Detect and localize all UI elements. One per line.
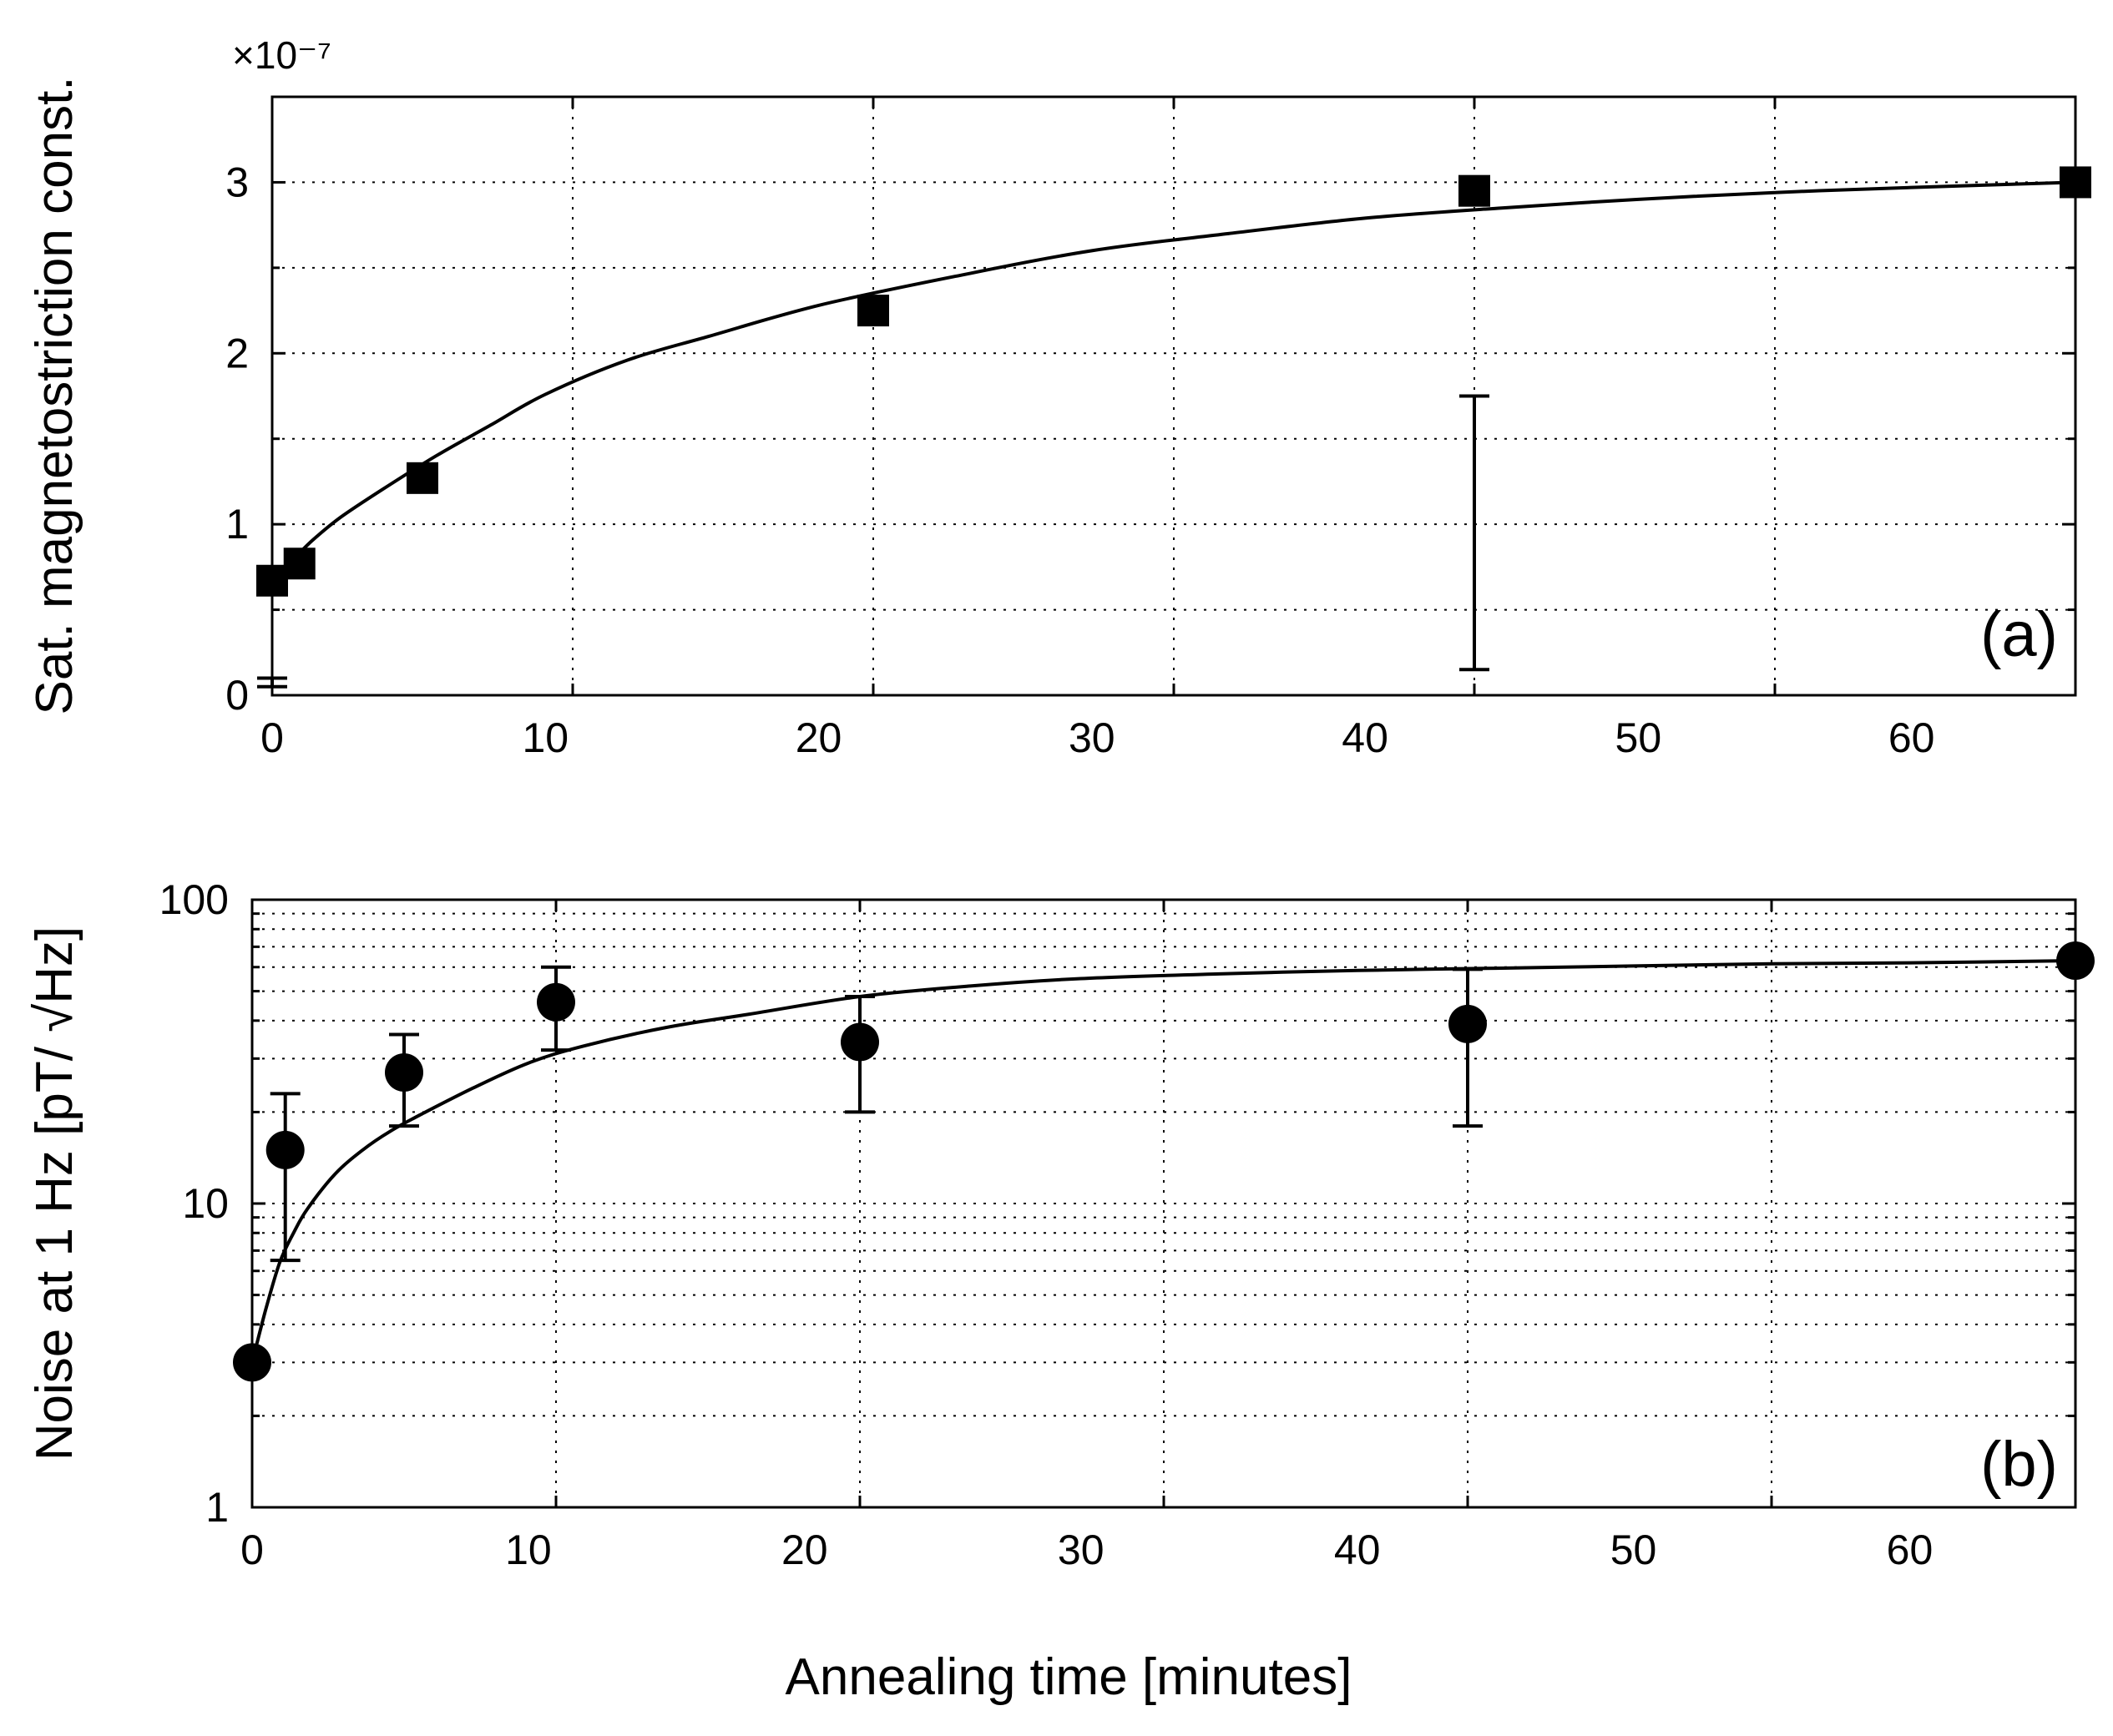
- gridlines-a: [271, 97, 2076, 696]
- data-point-circle: [1448, 1004, 1487, 1043]
- data-point-square: [857, 295, 889, 327]
- y-tick-label: 100: [159, 876, 229, 923]
- y-tick-label: 3: [225, 159, 249, 205]
- y-axis-title-a: Sat. magnetostriction const.: [26, 76, 83, 714]
- x-tick-label: 40: [1342, 714, 1388, 761]
- panel-a: 0 10 20 30 40 50 60 0 1 2 3 ×10⁻⁷ (a) Sat. magnet…: [26, 33, 2091, 761]
- x-tick-label: 50: [1610, 1527, 1657, 1573]
- x-tick-label: 60: [1888, 714, 1935, 761]
- y-tick-labels-b: 1 10 100: [159, 876, 229, 1531]
- data-point-circle: [537, 982, 575, 1022]
- y-tick-label: 2: [225, 330, 249, 376]
- fit-curve-a: [292, 180, 2076, 560]
- x-tick-label: 20: [781, 1527, 828, 1573]
- fit-curve-b: [250, 959, 2076, 1363]
- data-point-square: [1458, 174, 1490, 207]
- gridlines-b: [251, 900, 2076, 1507]
- x-tick-label: 30: [1058, 1527, 1105, 1573]
- x-axis-title: Annealing time [minutes]: [786, 1648, 1352, 1706]
- y-tick-label: 1: [205, 1484, 229, 1531]
- y-tick-label: 0: [225, 672, 249, 719]
- data-point-circle: [385, 1052, 423, 1092]
- fit-curve-line: [292, 180, 2076, 560]
- y-tick-labels-a: 0 1 2 3: [225, 159, 249, 719]
- y-axis-title-b: Noise at 1 Hz [pT/ √Hz]: [26, 926, 83, 1461]
- data-point-square: [407, 462, 438, 494]
- data-points-a: [256, 166, 2091, 597]
- x-tick-label: 0: [260, 714, 284, 761]
- x-tick-label: 40: [1334, 1527, 1381, 1573]
- axis-ticks-a: [270, 97, 2077, 697]
- data-point-circle: [841, 1022, 879, 1062]
- x-tick-label: 20: [796, 714, 842, 761]
- x-tick-label: 60: [1887, 1527, 1934, 1573]
- fit-curve-line: [250, 959, 2076, 1363]
- x-tick-label: 50: [1615, 714, 1662, 761]
- x-tick-labels-b: 0 10 20 30 40 50 60: [240, 1527, 1933, 1573]
- y-tick-label: 1: [225, 501, 249, 548]
- x-tick-label: 0: [240, 1527, 264, 1573]
- x-tick-label: 30: [1069, 714, 1115, 761]
- error-bars-b: [270, 965, 1483, 1263]
- data-point-square: [283, 548, 316, 580]
- axis-ticks-b: [250, 898, 2077, 1509]
- panel-label-b: (b): [1980, 1429, 2058, 1500]
- data-point-circle: [265, 1130, 305, 1169]
- panel-label-a: (a): [1980, 599, 2058, 670]
- x-tick-label: 10: [522, 714, 569, 761]
- y-scale-exponent: ×10⁻⁷: [232, 33, 331, 77]
- x-tick-labels-a: 0 10 20 30 40 50 60: [260, 714, 1934, 761]
- x-tick-label: 10: [505, 1527, 552, 1573]
- panel-b: 0 10 20 30 40 50 60 1 10 100 (b) Noise at 1 Hz […: [26, 876, 2095, 1573]
- y-tick-label: 10: [182, 1180, 229, 1227]
